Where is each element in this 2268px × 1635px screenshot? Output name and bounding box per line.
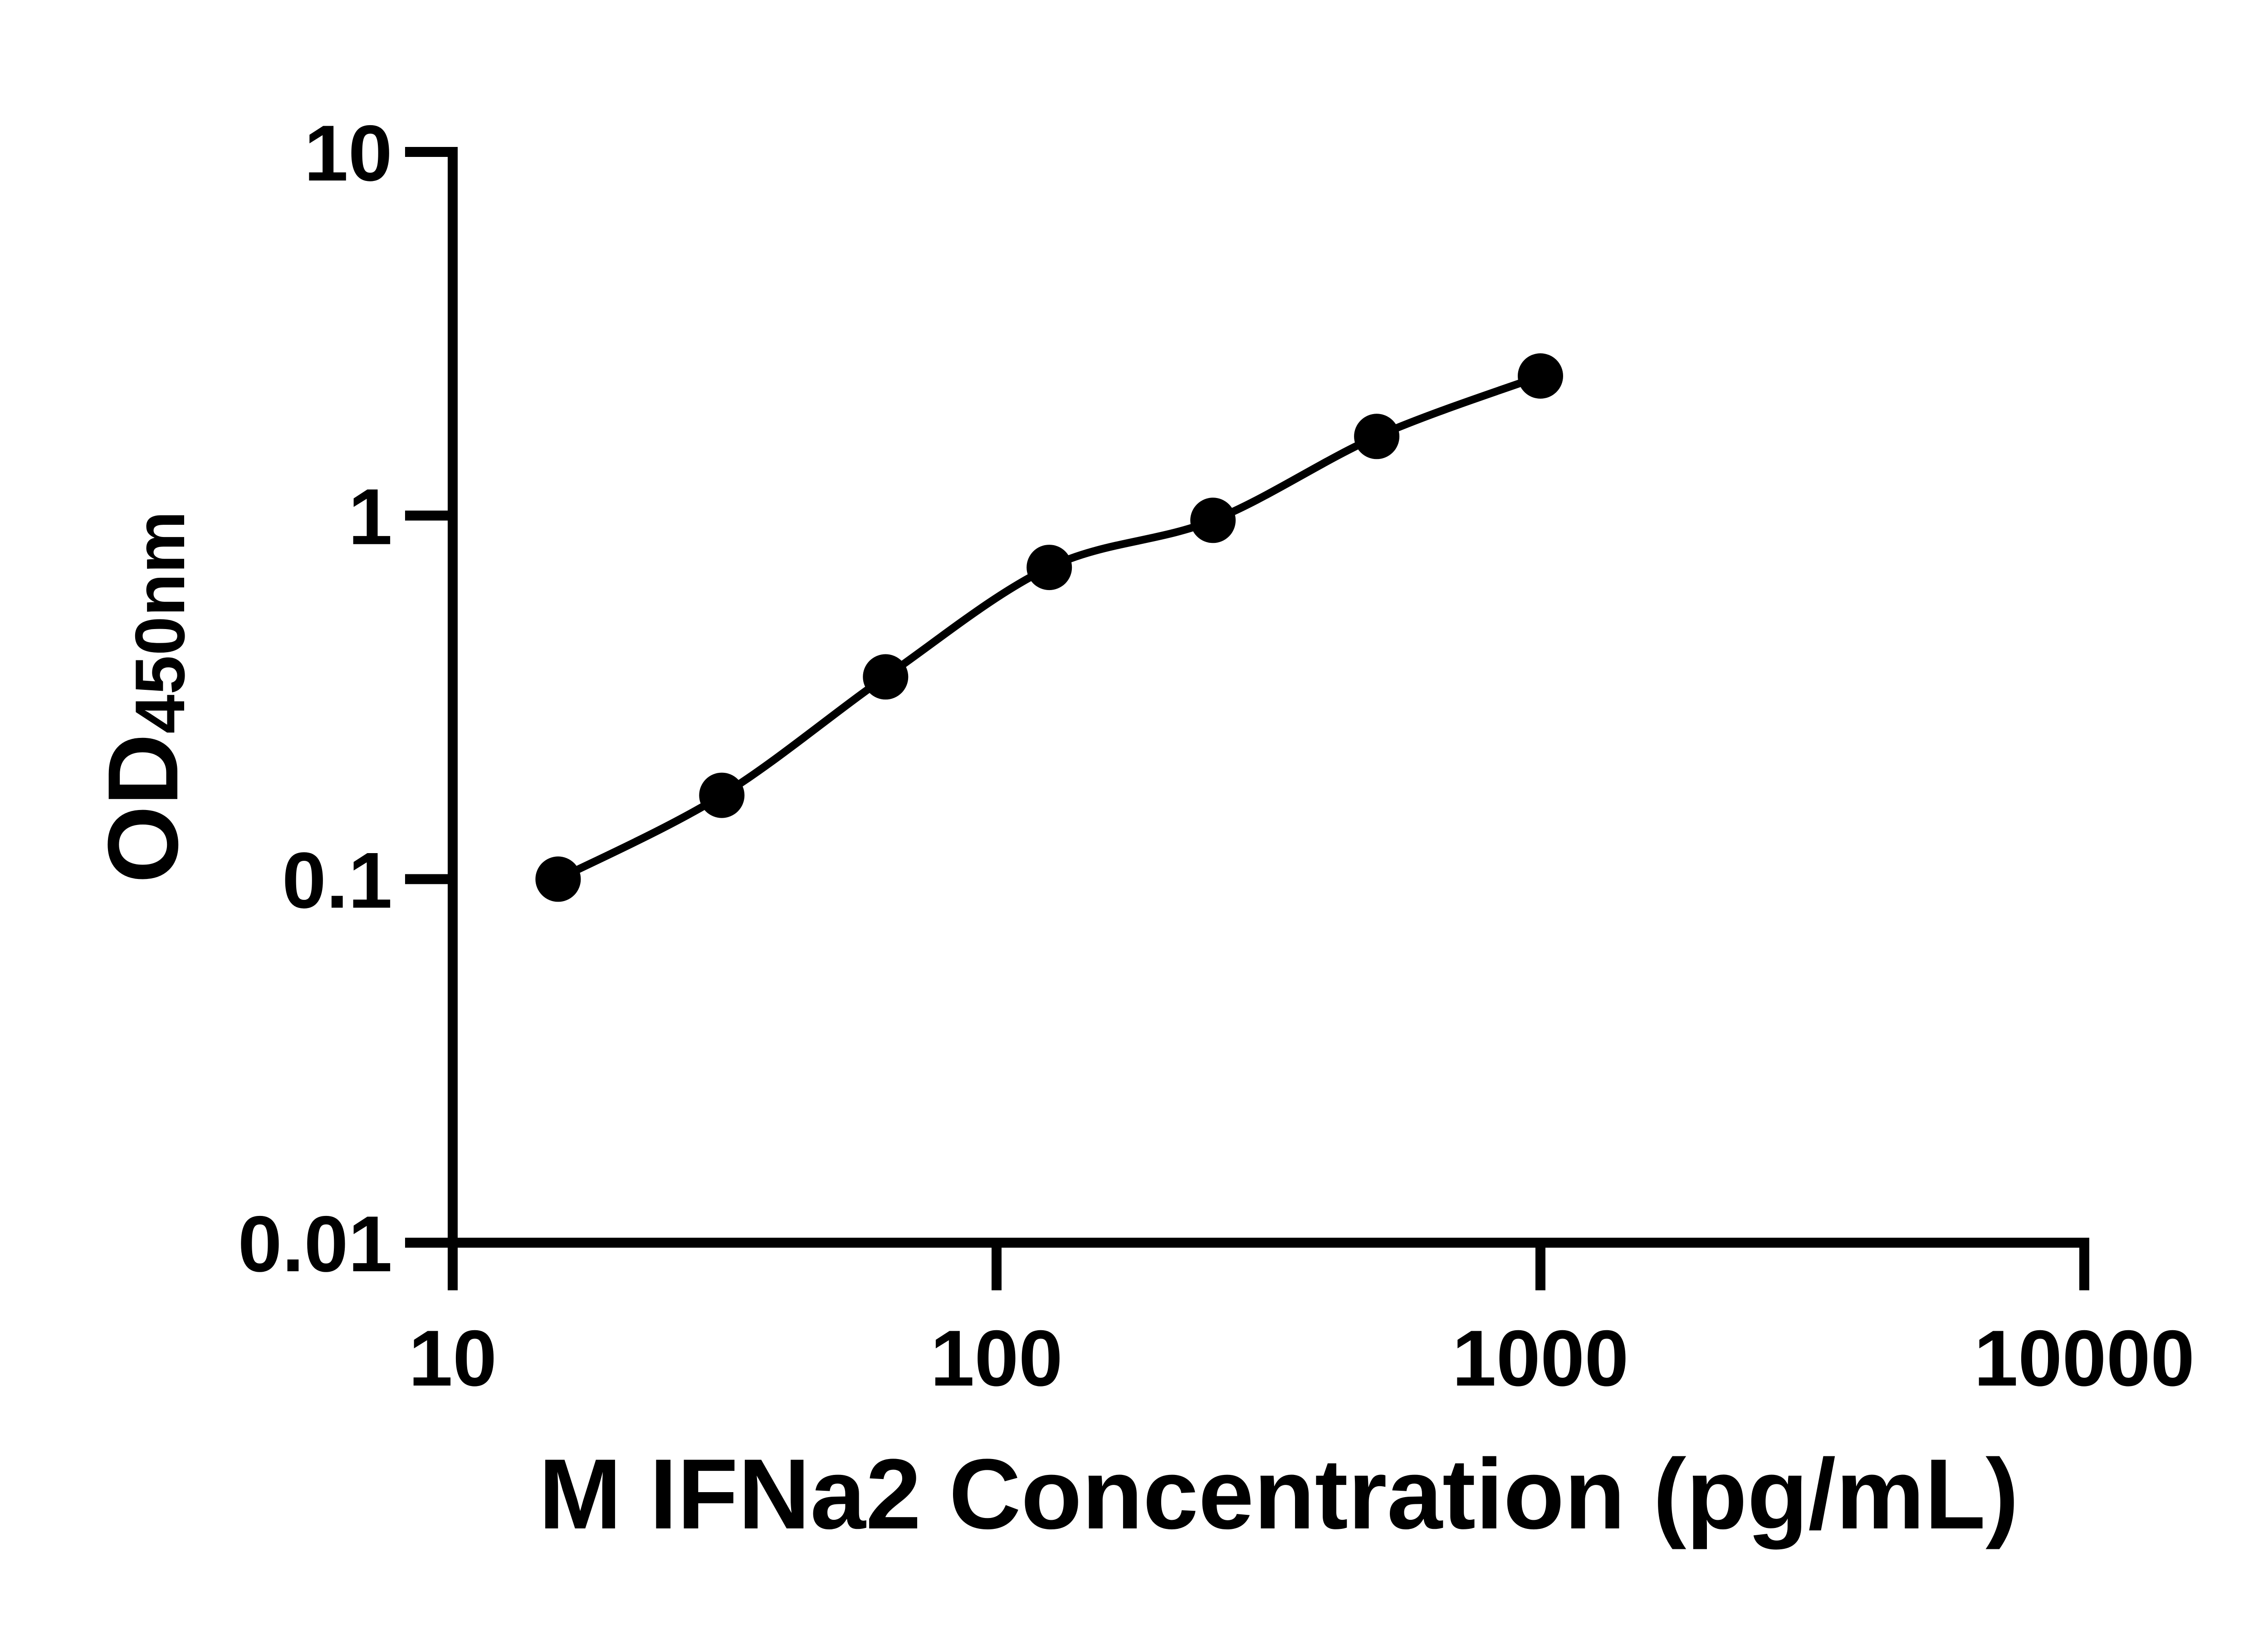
y-tick-label: 0.1 bbox=[282, 836, 392, 925]
x-axis-tick-labels: 10 100 1000 10000 bbox=[409, 1314, 2195, 1403]
data-point bbox=[1190, 498, 1236, 543]
x-tick-label: 100 bbox=[930, 1314, 1063, 1403]
data-point bbox=[1354, 414, 1400, 459]
data-points-group bbox=[535, 353, 1563, 902]
data-point bbox=[699, 772, 745, 818]
y-axis-title: OD450nm bbox=[87, 511, 199, 883]
y-tick-label: 1 bbox=[348, 473, 392, 561]
data-point bbox=[1518, 353, 1563, 399]
data-point bbox=[1026, 545, 1072, 591]
x-tick-label: 1000 bbox=[1452, 1314, 1628, 1403]
y-tick-label: 10 bbox=[304, 109, 392, 198]
y-tick-label: 0.01 bbox=[238, 1200, 392, 1288]
x-tick-label: 10 bbox=[409, 1314, 497, 1403]
y-axis-title-subscript: 450nm bbox=[121, 511, 199, 733]
x-tick-label: 10000 bbox=[1974, 1314, 2195, 1403]
axes bbox=[448, 147, 2089, 1248]
data-point bbox=[535, 856, 581, 902]
x-axis-title: M IFNa2 Concentration (pg/mL) bbox=[538, 1438, 2019, 1550]
y-axis-tick-labels: 10 1 0.1 0.01 bbox=[238, 109, 392, 1288]
y-axis-title-main: OD bbox=[87, 734, 199, 883]
data-point bbox=[863, 654, 909, 700]
x-axis-ticks bbox=[448, 1238, 2089, 1290]
